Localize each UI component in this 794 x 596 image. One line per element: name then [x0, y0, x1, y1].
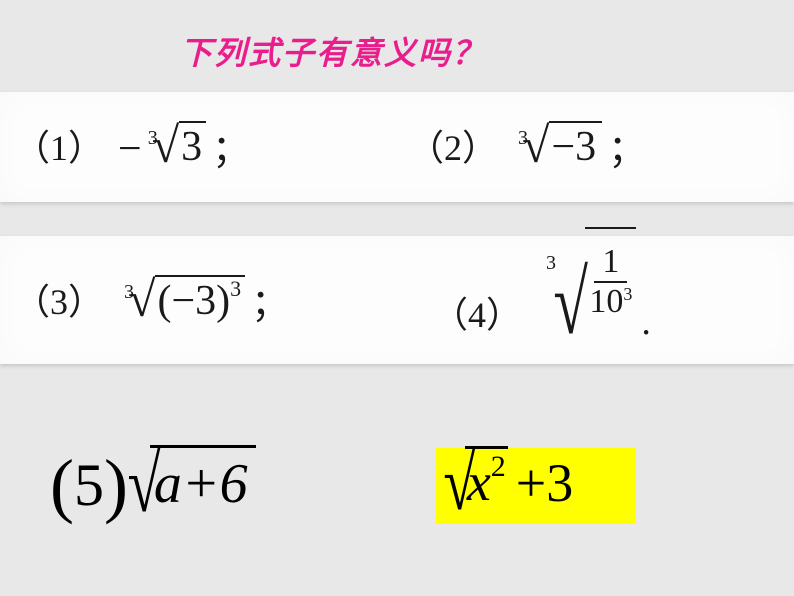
radicand-exponent: 2	[491, 450, 506, 483]
radical-symbol: √	[522, 117, 549, 173]
expression-item-5: (5)√a+6	[50, 440, 278, 531]
radical-symbol: √	[553, 252, 588, 355]
tail-term: +3	[516, 452, 573, 514]
expression-item-1: （1） −3√3；	[14, 116, 250, 174]
terminator: ；	[251, 283, 289, 325]
radicand-group: (−3)3	[155, 275, 245, 325]
item-label-2: （2）	[408, 119, 498, 171]
expression-row-2: （3） 3√(−3)3； （4） 3 √ 1 103 .	[0, 236, 794, 364]
radicand: 3	[179, 121, 206, 171]
paren-open: (	[50, 444, 74, 527]
paren-close: )	[104, 444, 128, 527]
expression-item-3: （3） 3 √(−3)3；	[14, 270, 289, 328]
item-number-5: 5	[74, 451, 104, 520]
slide-title: 下列式子有意义吗？	[180, 28, 486, 74]
item-label-1: （1）	[14, 119, 104, 171]
item-label-3: （3）	[14, 273, 104, 325]
minus-sign: −	[118, 126, 142, 172]
radicand-exponent: 3	[230, 276, 241, 301]
radicand-base: x	[467, 452, 491, 512]
radicand-group: x2	[465, 446, 508, 513]
radicand: a+6	[150, 445, 256, 516]
expression-item-6: √x2+3	[430, 430, 601, 536]
radicand-base: (−3)	[157, 278, 230, 324]
radical-symbol: √	[128, 271, 155, 327]
fraction-denominator: 103	[589, 283, 632, 319]
terminator: .	[641, 300, 651, 344]
radicand-fraction: 1 103	[585, 227, 636, 313]
radical-symbol: √	[152, 117, 179, 173]
item-label-4: （4）	[432, 286, 522, 338]
terminator: ；	[212, 129, 250, 171]
radicand: −3	[549, 121, 602, 171]
expression-item-2: （2） 3√−3；	[408, 116, 646, 174]
fraction-numerator: 1	[594, 245, 627, 283]
expression-row-1: （1） −3√3； （2） 3√−3；	[0, 92, 794, 202]
terminator: ；	[608, 129, 646, 171]
expression-item-4: （4） 3 √ 1 103 .	[432, 246, 659, 349]
